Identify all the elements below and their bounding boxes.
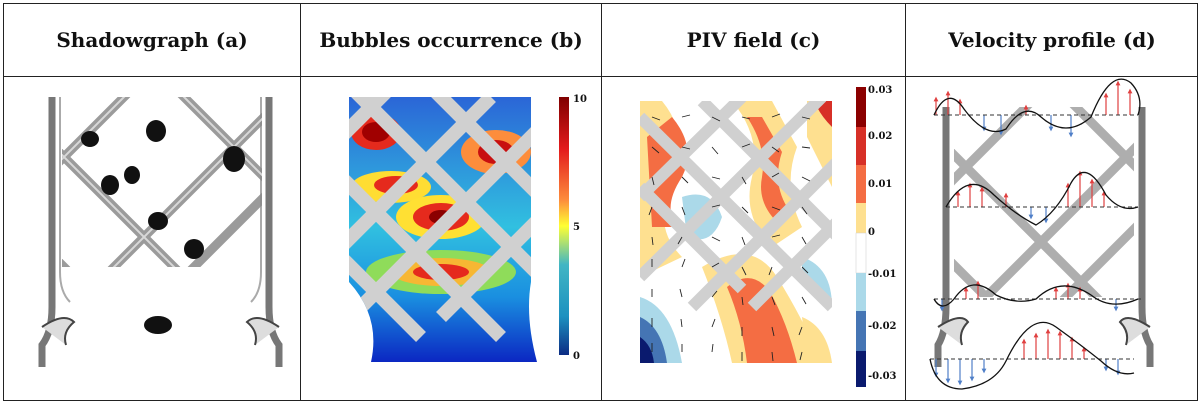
colorbar-tick: 0.03 — [868, 85, 892, 96]
piv-field-map: 0.03 0.02 0.01 0 -0.01 -0.02 -0.03 — [602, 77, 905, 401]
colorbar-tick: 0.02 — [868, 131, 892, 142]
panel-title-b: Bubbles occurrence (b) — [319, 28, 583, 52]
figure-table: Shadowgraph (a) Bubbles occurrence (b) P… — [3, 3, 1198, 401]
panel-title-c: PIV field (c) — [686, 28, 821, 52]
colorbar-tick: 5 — [573, 222, 580, 233]
velocity-profile-4 — [929, 321, 1135, 390]
panel-title-a: Shadowgraph (a) — [56, 28, 248, 52]
column-divider — [905, 4, 906, 400]
bubbles-occurrence-map: 10 5 0 — [301, 77, 601, 401]
colorbar-tick: -0.01 — [868, 269, 897, 280]
colorbar-tick: 0 — [868, 227, 875, 238]
colorbar — [855, 87, 867, 387]
column-divider — [300, 4, 301, 400]
velocity-profile-1 — [933, 78, 1141, 138]
colorbar-tick: 10 — [573, 94, 587, 105]
colorbar-tick: -0.02 — [868, 321, 897, 332]
column-divider — [601, 4, 602, 400]
colorbar-tick: 0 — [573, 351, 580, 362]
panel-title-d: Velocity profile (d) — [948, 28, 1156, 52]
velocity-profile-image — [906, 77, 1198, 401]
colorbar-tick: -0.03 — [868, 371, 897, 382]
velocity-profile-3 — [933, 280, 1142, 312]
velocity-profile-2 — [945, 170, 1139, 226]
header-divider — [4, 76, 1197, 77]
shadowgraph-image — [4, 77, 300, 401]
colorbar — [559, 97, 569, 355]
colorbar-tick: 0.01 — [868, 179, 892, 190]
